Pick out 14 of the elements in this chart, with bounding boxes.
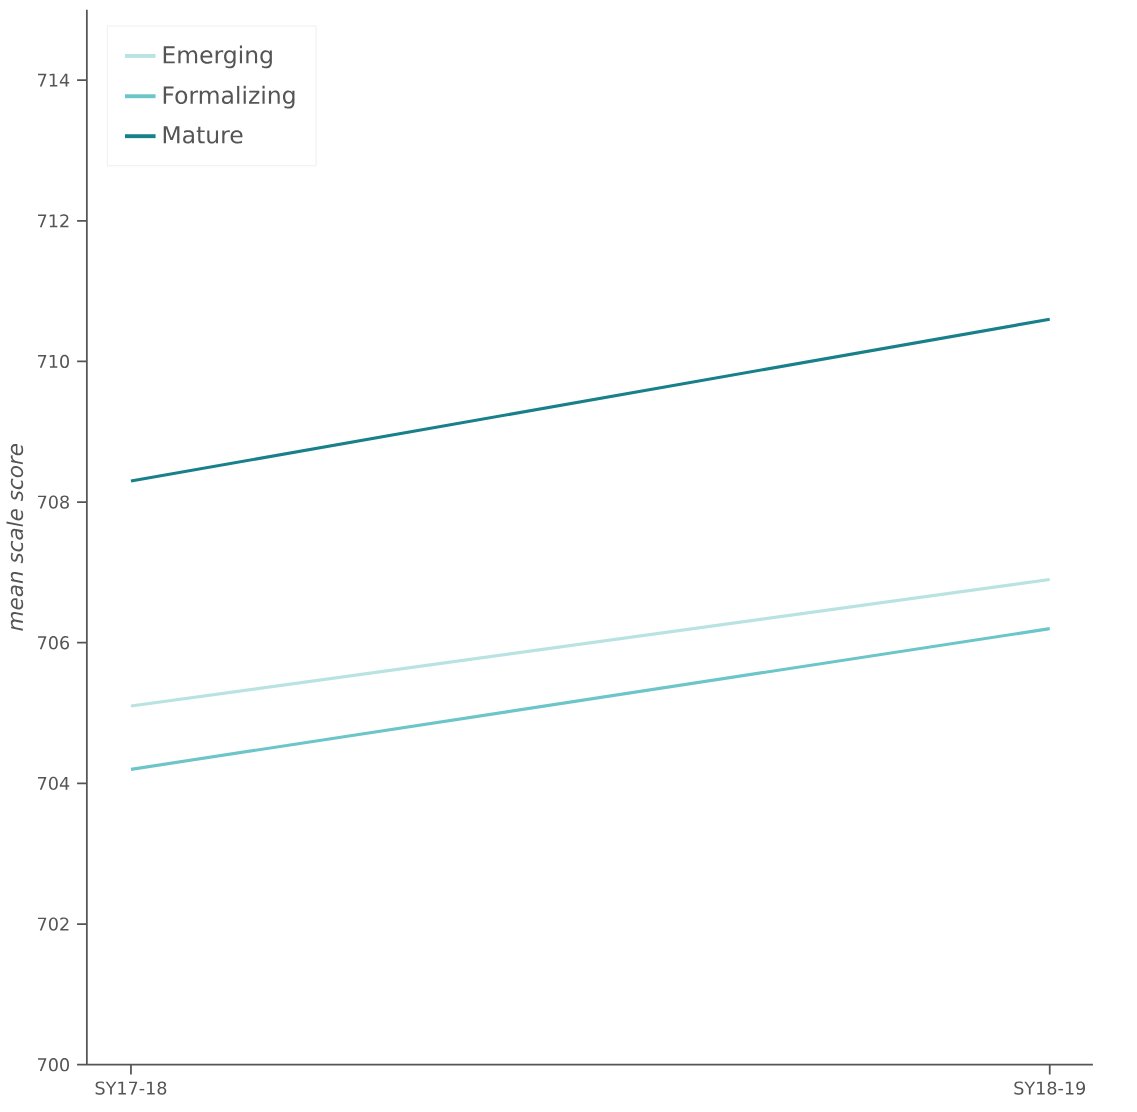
y-tick-label: 710	[38, 354, 69, 369]
y-axis-title: mean scale score	[6, 444, 24, 631]
y-tick-label: 706	[38, 636, 70, 650]
y-tick-label: 700	[38, 1058, 69, 1072]
x-tick-label: SY18-19	[1014, 1081, 1086, 1095]
legend-label: Mature	[163, 126, 243, 144]
x-tick-label: SY17-18	[95, 1081, 167, 1095]
y-tick-label: 704	[38, 776, 70, 791]
y-tick-label: 702	[38, 917, 69, 931]
legend-label: Formalizing	[163, 86, 295, 109]
y-tick-label: 714	[38, 73, 70, 87]
legend-label: Emerging	[163, 45, 272, 69]
y-tick-label: 708	[38, 495, 69, 509]
y-tick-label: 712	[38, 214, 69, 228]
